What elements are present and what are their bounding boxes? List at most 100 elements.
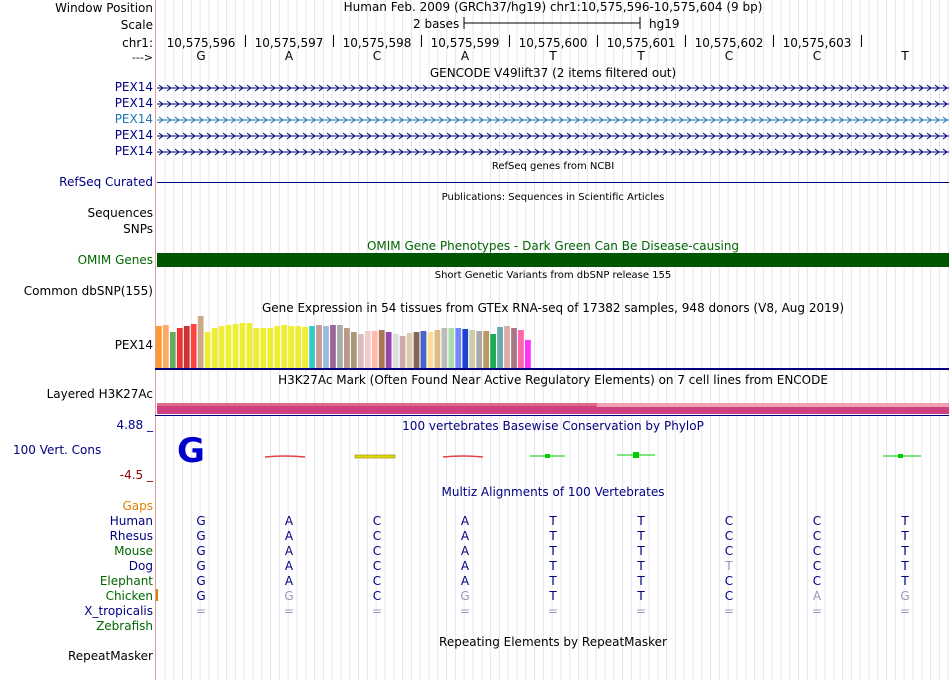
- gtex-title[interactable]: Gene Expression in 54 tissues from GTEx …: [261, 301, 845, 315]
- alignment-base: T: [637, 514, 645, 528]
- gtex-tissue-bar[interactable]: [385, 332, 392, 368]
- gencode-item-label[interactable]: PEX14: [114, 144, 153, 158]
- omim-bar[interactable]: [157, 253, 949, 267]
- gencode-transcript[interactable]: [157, 115, 949, 125]
- gtex-tissue-bar[interactable]: [323, 326, 329, 368]
- gencode-item-label[interactable]: PEX14: [114, 80, 153, 94]
- gtex-tissue-bar[interactable]: [330, 325, 336, 368]
- sequences-label[interactable]: Sequences: [87, 206, 153, 220]
- gtex-tissue-bar[interactable]: [183, 326, 190, 368]
- gtex-tissue-bar[interactable]: [169, 332, 176, 368]
- species-label[interactable]: Zebrafish: [96, 619, 153, 633]
- gtex-tissue-bar[interactable]: [288, 326, 295, 368]
- gtex-label[interactable]: PEX14: [114, 338, 153, 352]
- gtex-tissue-bar[interactable]: [420, 331, 427, 368]
- gencode-item-label[interactable]: PEX14: [114, 112, 153, 126]
- gtex-tissue-bar[interactable]: [218, 326, 225, 368]
- h3k27ac-title[interactable]: H3K27Ac Mark (Often Found Near Active Re…: [278, 373, 828, 387]
- h3k27ac-peak[interactable]: [597, 403, 949, 407]
- gencode-transcript[interactable]: [157, 147, 949, 157]
- h3k27ac-label[interactable]: Layered H3K27Ac: [46, 387, 153, 401]
- gtex-tissue-bar[interactable]: [357, 334, 364, 368]
- gtex-tissue-bar[interactable]: [490, 334, 496, 368]
- gaps-label[interactable]: Gaps: [122, 499, 153, 513]
- gtex-tissue-bar[interactable]: [462, 329, 469, 368]
- gtex-tissue-bar[interactable]: [156, 326, 162, 368]
- repeatmasker-label[interactable]: RepeatMasker: [67, 649, 153, 663]
- dbsnp-title[interactable]: Short Genetic Variants from dbSNP releas…: [434, 270, 672, 281]
- gtex-tissue-bar[interactable]: [469, 330, 476, 368]
- gtex-tissue-bar[interactable]: [441, 328, 448, 368]
- gtex-tissue-bar[interactable]: [406, 333, 413, 368]
- publications-title[interactable]: Publications: Sequences in Scientific Ar…: [441, 192, 665, 203]
- gtex-tissue-bar[interactable]: [302, 327, 308, 368]
- refseq-line[interactable]: [157, 182, 949, 183]
- gtex-tissue-bar[interactable]: [267, 328, 274, 368]
- species-label[interactable]: Human: [109, 514, 153, 528]
- gtex-tissue-bar[interactable]: [239, 323, 246, 368]
- gtex-tissue-bar[interactable]: [295, 326, 302, 368]
- gtex-tissue-bar[interactable]: [497, 327, 503, 368]
- gtex-tissue-bar[interactable]: [309, 326, 315, 368]
- gtex-tissue-bar[interactable]: [344, 328, 350, 368]
- gencode-item-label[interactable]: PEX14: [114, 96, 153, 110]
- omim-label[interactable]: OMIM Genes: [77, 253, 153, 267]
- gencode-item-label[interactable]: PEX14: [114, 128, 153, 142]
- species-label[interactable]: Chicken: [105, 589, 153, 603]
- gtex-tissue-bar[interactable]: [211, 328, 218, 368]
- gtex-tissue-bar[interactable]: [476, 331, 483, 368]
- gtex-tissue-bar[interactable]: [246, 323, 253, 368]
- gtex-tissue-bar[interactable]: [253, 328, 260, 368]
- species-label[interactable]: Elephant: [99, 574, 153, 588]
- phylop-plot[interactable]: G: [155, 430, 950, 475]
- omim-title[interactable]: OMIM Gene Phenotypes - Dark Green Can Be…: [366, 239, 740, 253]
- species-label[interactable]: Mouse: [114, 544, 153, 558]
- gtex-tissue-bar[interactable]: [434, 330, 441, 368]
- gtex-tissue-bar[interactable]: [337, 325, 343, 368]
- gencode-transcript[interactable]: [157, 131, 949, 141]
- species-label[interactable]: X_tropicalis: [84, 604, 153, 618]
- gtex-tissue-bar[interactable]: [455, 328, 462, 368]
- phylop-label[interactable]: 100 Vert. Cons: [13, 443, 102, 457]
- gtex-tissue-bar[interactable]: [378, 330, 385, 368]
- gencode-transcript[interactable]: [157, 83, 949, 93]
- gtex-tissue-bar[interactable]: [511, 328, 517, 368]
- species-label[interactable]: Dog: [128, 559, 153, 573]
- gtex-tissue-bar[interactable]: [204, 332, 211, 368]
- gtex-tissue-bar[interactable]: [281, 325, 288, 368]
- gtex-tissue-bar[interactable]: [525, 340, 531, 368]
- phylop-title[interactable]: 100 vertebrates Basewise Conservation by…: [402, 419, 704, 433]
- refseq-title[interactable]: RefSeq genes from NCBI: [491, 161, 615, 172]
- gtex-tissue-bar[interactable]: [260, 328, 267, 368]
- gencode-title[interactable]: GENCODE V49lift37 (2 items filtered out): [429, 66, 677, 80]
- gtex-tissue-bar[interactable]: [427, 332, 434, 368]
- gencode-transcript[interactable]: [157, 99, 949, 109]
- gtex-chart[interactable]: [155, 314, 555, 368]
- gtex-tissue-bar[interactable]: [162, 325, 169, 368]
- snps-label[interactable]: SNPs: [123, 222, 153, 236]
- gtex-tissue-bar[interactable]: [483, 331, 490, 368]
- gtex-tissue-bar[interactable]: [448, 328, 455, 368]
- gtex-tissue-bar[interactable]: [399, 336, 406, 368]
- gtex-tissue-bar[interactable]: [518, 330, 524, 368]
- multiz-title[interactable]: Multiz Alignments of 100 Vertebrates: [441, 485, 665, 499]
- gtex-tissue-bar[interactable]: [392, 334, 399, 368]
- h3k27ac-signal-2[interactable]: [157, 406, 949, 414]
- gtex-tissue-bar[interactable]: [413, 332, 420, 368]
- dbsnp-label[interactable]: Common dbSNP(155): [23, 284, 153, 298]
- gtex-tissue-bar[interactable]: [316, 325, 322, 368]
- gtex-tissue-bar[interactable]: [225, 325, 232, 368]
- refseq-label[interactable]: RefSeq Curated: [59, 175, 153, 189]
- repeatmasker-title[interactable]: Repeating Elements by RepeatMasker: [439, 635, 667, 649]
- label-separator[interactable]: [155, 0, 156, 680]
- gtex-tissue-bar[interactable]: [176, 328, 183, 368]
- gtex-tissue-bar[interactable]: [274, 326, 281, 368]
- gtex-tissue-bar[interactable]: [504, 326, 510, 368]
- gtex-tissue-bar[interactable]: [371, 331, 378, 368]
- gtex-tissue-bar[interactable]: [190, 324, 197, 368]
- gtex-tissue-bar[interactable]: [197, 316, 204, 368]
- gtex-tissue-bar[interactable]: [350, 332, 357, 368]
- species-label[interactable]: Rhesus: [109, 529, 153, 543]
- gtex-tissue-bar[interactable]: [232, 324, 239, 368]
- gtex-tissue-bar[interactable]: [364, 331, 371, 368]
